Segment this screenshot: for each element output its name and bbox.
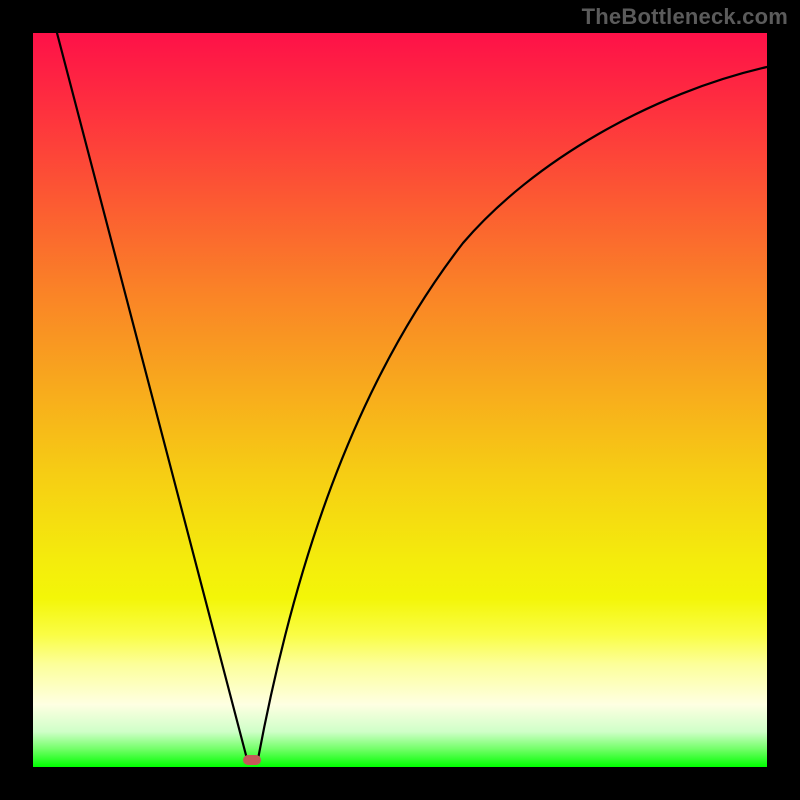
chart-frame: TheBottleneck.com — [0, 0, 800, 800]
plot-background — [33, 33, 767, 767]
optimal-marker — [243, 755, 261, 765]
attribution-label: TheBottleneck.com — [582, 4, 788, 30]
gradient-plot — [33, 33, 767, 767]
